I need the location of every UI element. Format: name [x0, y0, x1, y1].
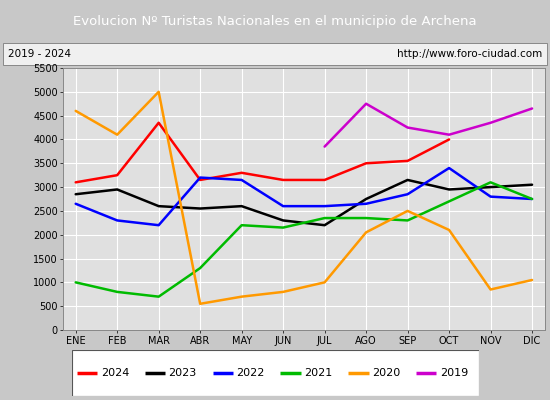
Text: Evolucion Nº Turistas Nacionales en el municipio de Archena: Evolucion Nº Turistas Nacionales en el m…	[73, 14, 477, 28]
FancyBboxPatch shape	[3, 43, 547, 65]
Text: http://www.foro-ciudad.com: http://www.foro-ciudad.com	[397, 49, 542, 59]
Text: 2020: 2020	[372, 368, 400, 378]
Text: 2022: 2022	[236, 368, 265, 378]
Text: 2024: 2024	[101, 368, 129, 378]
Text: 2019 - 2024: 2019 - 2024	[8, 49, 72, 59]
Text: 2019: 2019	[440, 368, 468, 378]
FancyBboxPatch shape	[72, 350, 478, 396]
Text: 2023: 2023	[168, 368, 197, 378]
Text: 2021: 2021	[304, 368, 332, 378]
